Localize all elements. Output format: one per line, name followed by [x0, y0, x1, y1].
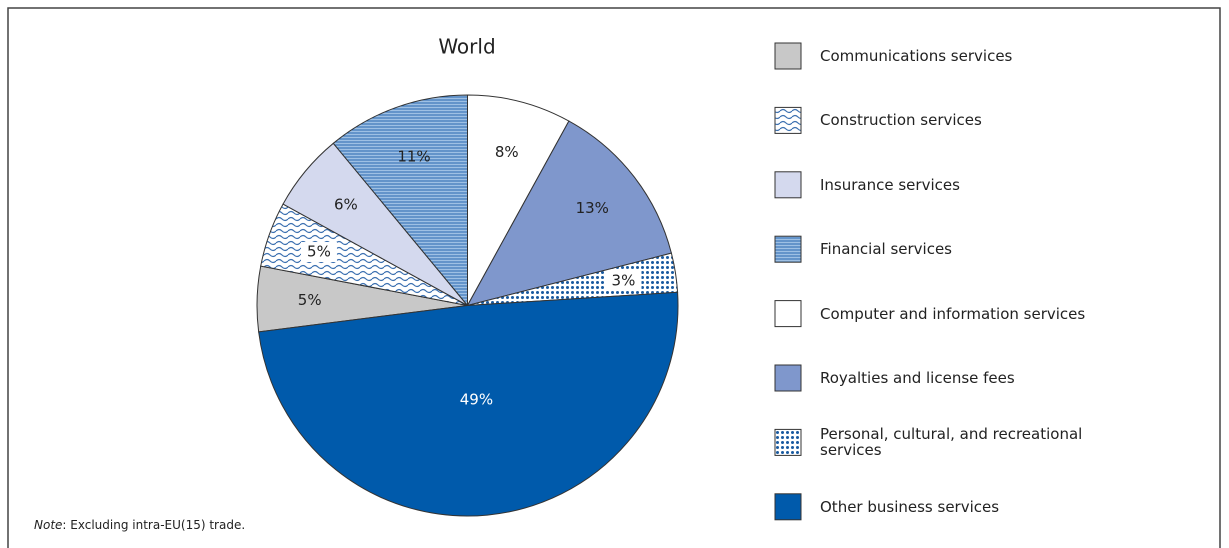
legend-swatch [774, 493, 802, 521]
legend-label: Personal, cultural, and recreational ser… [820, 425, 1083, 460]
data-label: 13% [576, 199, 609, 217]
data-label: 5% [307, 243, 331, 261]
legend-swatch [774, 364, 802, 392]
note-label: Note [34, 518, 63, 532]
chart-title: World [438, 35, 495, 59]
legend-label: Insurance services [820, 175, 960, 194]
pie-slice [467, 94, 570, 306]
note: Note: Excluding intra-EU(15) trade. [34, 518, 245, 532]
label-bg [605, 270, 642, 291]
legend-label: Communications services [820, 47, 1013, 65]
frame [7, 7, 1221, 548]
legend-swatch [774, 428, 802, 456]
legend-swatch [774, 300, 802, 328]
pie-slice [332, 94, 468, 307]
legend-swatch [774, 171, 802, 199]
data-label: 6% [334, 195, 358, 213]
pie-slice [466, 120, 672, 307]
data-label: 3% [612, 271, 636, 289]
data-label: 11% [397, 147, 430, 165]
legend-swatch [774, 106, 802, 134]
legend-label: Other business services [820, 497, 1000, 516]
note-text: : Excluding intra-EU(15) trade. [62, 518, 246, 532]
label-bg [300, 242, 337, 263]
legend-label: Royalties and license fees [820, 369, 1015, 387]
legend-label: Construction services [820, 111, 982, 130]
data-label: 8% [495, 143, 519, 161]
legend-label: Financial services [820, 240, 952, 259]
data-label: 49% [460, 390, 493, 408]
data-label: 5% [298, 291, 322, 309]
legend-swatch [774, 235, 802, 263]
legend-swatch [774, 42, 802, 70]
legend-label: Computer and information services [820, 304, 1086, 323]
pie-slice [258, 291, 679, 517]
